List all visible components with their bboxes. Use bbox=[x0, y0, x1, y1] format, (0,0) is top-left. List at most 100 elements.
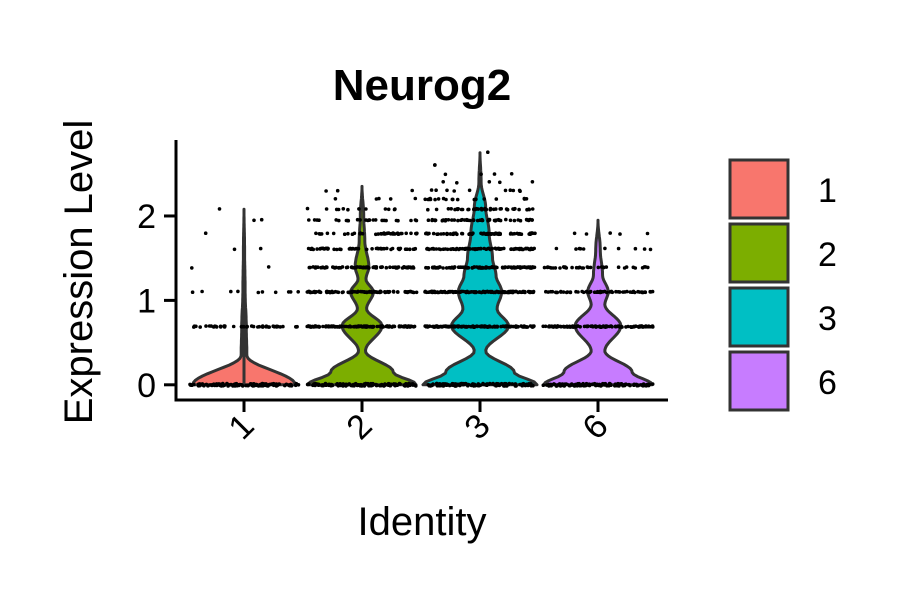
data-point bbox=[319, 232, 324, 236]
data-point bbox=[516, 247, 521, 251]
data-point bbox=[568, 290, 573, 294]
data-point bbox=[322, 247, 327, 251]
data-point bbox=[588, 382, 592, 387]
data-point bbox=[577, 265, 582, 270]
data-point bbox=[511, 289, 516, 294]
data-point bbox=[313, 266, 318, 270]
data-point bbox=[281, 324, 285, 329]
data-point bbox=[295, 324, 299, 329]
data-point bbox=[520, 247, 524, 252]
data-point bbox=[572, 324, 576, 329]
data-point bbox=[253, 383, 257, 387]
data-point bbox=[455, 197, 460, 202]
data-point bbox=[287, 383, 291, 388]
data-point bbox=[459, 207, 464, 212]
data-point bbox=[469, 290, 474, 294]
data-point bbox=[338, 266, 343, 270]
data-point bbox=[393, 207, 397, 211]
data-point bbox=[458, 265, 463, 270]
data-point bbox=[356, 383, 360, 387]
data-point bbox=[577, 246, 582, 251]
data-point bbox=[317, 218, 321, 222]
data-point bbox=[450, 324, 454, 329]
data-point bbox=[427, 197, 432, 201]
points-1 bbox=[188, 207, 301, 388]
data-point bbox=[641, 384, 645, 388]
data-point bbox=[542, 265, 547, 270]
data-point bbox=[497, 383, 502, 388]
data-point bbox=[260, 384, 265, 388]
data-point bbox=[355, 217, 360, 222]
data-point bbox=[424, 324, 429, 329]
data-point bbox=[508, 188, 513, 192]
data-point bbox=[385, 324, 390, 328]
data-point bbox=[603, 246, 607, 251]
data-point bbox=[305, 206, 310, 211]
chart-title: Neurog2 bbox=[333, 61, 511, 110]
data-point bbox=[493, 265, 498, 270]
data-point bbox=[497, 290, 502, 294]
data-point bbox=[471, 231, 475, 235]
data-point bbox=[403, 247, 408, 251]
data-point bbox=[623, 382, 627, 387]
data-point bbox=[354, 325, 359, 329]
data-point bbox=[569, 382, 574, 386]
data-point bbox=[431, 231, 436, 236]
data-point bbox=[429, 188, 434, 192]
data-point bbox=[436, 232, 440, 236]
data-point bbox=[378, 246, 383, 251]
data-point bbox=[414, 218, 419, 223]
data-point bbox=[517, 207, 521, 212]
data-point bbox=[450, 197, 455, 202]
data-point bbox=[221, 383, 225, 388]
data-point bbox=[550, 383, 554, 387]
data-point bbox=[218, 324, 223, 329]
points-3 bbox=[423, 150, 537, 388]
data-point bbox=[229, 289, 233, 294]
data-point bbox=[430, 218, 434, 223]
data-point bbox=[325, 265, 329, 270]
data-point bbox=[509, 172, 514, 176]
data-point bbox=[379, 265, 383, 270]
legend-label-3: 3 bbox=[818, 300, 837, 338]
data-point bbox=[570, 265, 574, 270]
data-point bbox=[530, 265, 534, 270]
data-point bbox=[468, 218, 472, 223]
data-point bbox=[344, 382, 348, 387]
data-point bbox=[335, 188, 340, 193]
data-point bbox=[569, 325, 573, 329]
data-point bbox=[561, 290, 566, 294]
data-point bbox=[360, 231, 365, 236]
data-point bbox=[519, 324, 523, 328]
data-point bbox=[446, 207, 451, 211]
data-point bbox=[443, 172, 448, 177]
data-point bbox=[318, 247, 322, 251]
data-point bbox=[454, 383, 459, 388]
data-point bbox=[529, 246, 534, 251]
data-point bbox=[404, 290, 409, 294]
data-point bbox=[398, 382, 402, 386]
data-point bbox=[522, 324, 526, 328]
data-point bbox=[370, 382, 375, 387]
data-point bbox=[449, 207, 454, 211]
data-point bbox=[248, 382, 253, 386]
legend-label-1: 1 bbox=[818, 172, 837, 210]
data-point bbox=[650, 382, 655, 386]
data-point bbox=[454, 290, 458, 295]
data-point bbox=[480, 217, 484, 222]
data-point bbox=[604, 290, 609, 295]
data-point bbox=[396, 247, 401, 251]
data-point bbox=[496, 246, 501, 251]
data-point bbox=[615, 382, 619, 387]
data-point bbox=[252, 218, 256, 223]
data-point bbox=[633, 266, 638, 270]
data-point bbox=[434, 188, 438, 192]
data-point bbox=[574, 265, 579, 270]
data-point bbox=[449, 247, 453, 252]
data-point bbox=[582, 324, 587, 329]
data-point bbox=[585, 265, 590, 269]
data-point bbox=[475, 247, 480, 251]
y-axis-title: Expression Level bbox=[57, 120, 101, 425]
data-point bbox=[581, 266, 586, 270]
data-point bbox=[609, 324, 613, 329]
